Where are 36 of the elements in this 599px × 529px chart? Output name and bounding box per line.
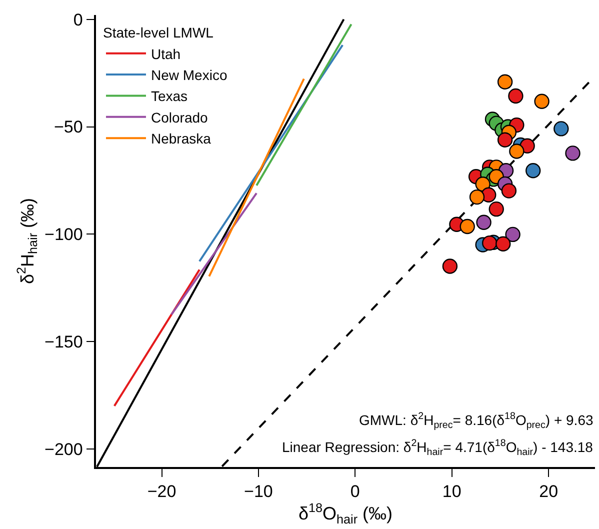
text: Linear Regression: δ$^{2}$H$_{hair}$= 4.71(δ$^{18}$O$_{hair}$) - 143.18 [282, 438, 593, 458]
x-tick-label: −10 [244, 482, 273, 502]
point [497, 132, 513, 148]
point [482, 235, 498, 251]
point [509, 144, 524, 159]
x-tick-label: 20 [539, 482, 558, 502]
point [442, 258, 458, 274]
legend-label: Nebraska [150, 130, 212, 147]
x-tick-label: 10 [442, 482, 462, 502]
point [554, 121, 569, 136]
legend-title: State-level LMWL [102, 24, 214, 41]
y-tick-label: −100 [44, 225, 83, 244]
y-tick-label: −200 [44, 440, 83, 460]
point [460, 218, 475, 234]
point [497, 74, 513, 90]
y-tick-label: −50 [54, 118, 83, 137]
x-tick-label: 0 [350, 482, 360, 502]
x-axis-title: δ$^{18}$O$_{hair}$ (‰) [298, 501, 393, 526]
point [496, 236, 511, 252]
point [534, 94, 550, 109]
point [476, 214, 492, 230]
point [505, 226, 520, 242]
legend-label: New Mexico [150, 66, 228, 83]
legend-label: Texas [150, 88, 188, 104]
legend-label: Utah [150, 46, 181, 62]
point [488, 201, 504, 217]
x-tick-label: −20 [147, 482, 176, 502]
point [526, 163, 541, 178]
text: GMWL: δ$^{2}$H$_{prec}$= 8.16(δ$^{18}$O$_{prec}$) + 9.63 [359, 411, 594, 431]
point [501, 183, 517, 198]
legend-label: Colorado [150, 109, 208, 126]
point [469, 189, 485, 205]
point [565, 146, 580, 161]
y-tick-label: 0 [73, 10, 83, 30]
y-tick-label: −150 [44, 332, 83, 352]
point [508, 88, 524, 104]
